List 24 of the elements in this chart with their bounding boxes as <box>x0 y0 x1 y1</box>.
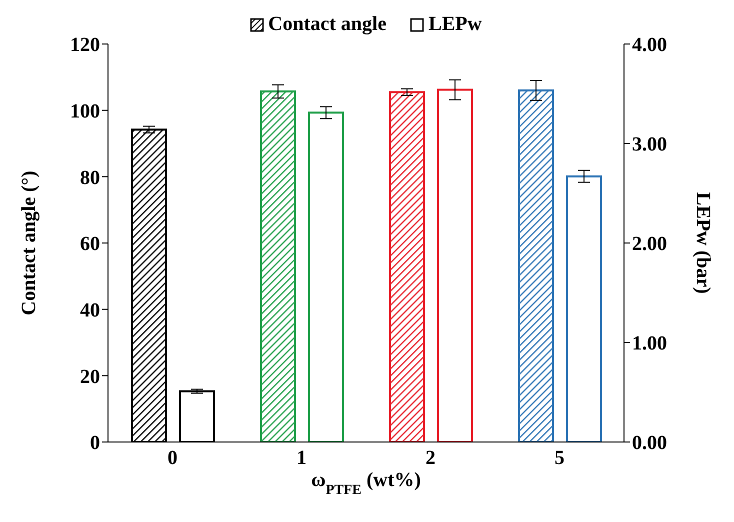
x-tick-label: 1 <box>296 447 306 470</box>
y-tick-label: 100 <box>70 100 100 122</box>
y2-tick-label: 4.00 <box>632 34 667 56</box>
y-tick-label: 20 <box>80 366 100 388</box>
y2-tick-label: 2.00 <box>632 233 667 256</box>
y2-tick-label: 3.00 <box>632 134 667 156</box>
y-tick-label: 80 <box>80 166 100 189</box>
bar <box>437 88 473 442</box>
x-tick-label: 2 <box>426 447 436 470</box>
x-tick-label: 5 <box>554 447 564 470</box>
x-axis-title: ω$_{PTFE}$ (wt%) <box>311 469 421 498</box>
x-tick-label: 0 <box>168 447 178 470</box>
legend-label: LEPw <box>427 13 482 36</box>
y-tick-label: 40 <box>80 299 100 322</box>
y-tick-label: 60 <box>80 233 100 256</box>
y-tick-label: 120 <box>70 34 100 56</box>
y2-axis-title: LEPw (bar) <box>692 192 714 294</box>
bar <box>566 175 602 442</box>
bar <box>308 112 344 442</box>
y-axis-title: Contact angle (°) <box>18 170 40 316</box>
text: Contact angle <box>267 13 386 36</box>
y2-tick-label: 0.00 <box>632 432 667 454</box>
y-tick-label: 0 <box>90 432 100 454</box>
y2-tick-label: 1.00 <box>632 332 667 355</box>
